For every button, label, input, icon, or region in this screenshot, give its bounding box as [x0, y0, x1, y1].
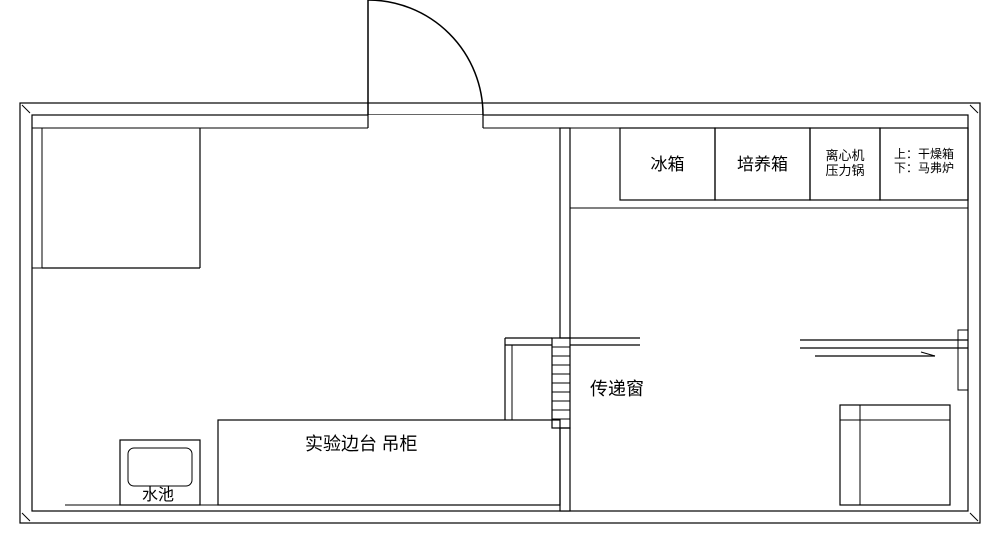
- sink: 水池: [120, 440, 200, 505]
- equipment-label: 上：干燥箱下：马弗炉: [894, 146, 954, 175]
- bench: 实验边台 吊柜: [218, 420, 560, 505]
- equipment-label: 培养箱: [737, 155, 788, 174]
- equipment-label: 离心机压力锅: [825, 148, 864, 178]
- door-swing: [368, 0, 483, 115]
- equipment-box: 上：干燥箱下：马弗炉: [880, 128, 968, 200]
- bench-label: 实验边台 吊柜: [305, 434, 418, 454]
- partition-wall: [560, 128, 570, 511]
- equipment-box: 培养箱: [715, 128, 810, 200]
- equipment-box: 离心机压力锅: [810, 128, 880, 200]
- pass-window: 传递窗: [505, 338, 644, 428]
- left-room: 实验边台 吊柜水池: [32, 128, 560, 505]
- equipment-row: 冰箱 培养箱 离心机压力锅 上：干燥箱下：马弗炉: [570, 128, 968, 208]
- equipment-box: 冰箱: [620, 128, 715, 200]
- sink-label: 水池: [142, 486, 174, 504]
- equipment-label: 冰箱: [651, 155, 685, 174]
- right-room-lower: [800, 330, 968, 505]
- pass-window-label: 传递窗: [590, 379, 644, 399]
